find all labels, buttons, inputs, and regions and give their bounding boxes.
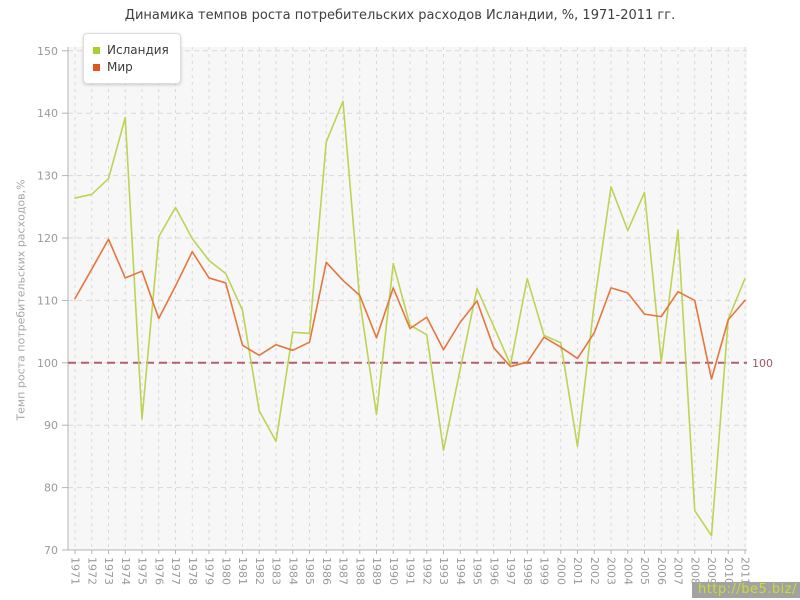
x-tick-label: 2003 xyxy=(605,557,618,585)
watermark-link[interactable]: http://be5.biz/ xyxy=(691,582,800,598)
legend-label-1: Мир xyxy=(107,60,133,74)
x-tick-label: 2001 xyxy=(571,557,584,585)
x-tick-label: 1998 xyxy=(521,557,534,585)
x-tick-label: 1994 xyxy=(454,557,467,585)
y-tick-label: 130 xyxy=(37,170,58,183)
x-tick-label: 1974 xyxy=(119,557,132,585)
x-tick-label: 1986 xyxy=(320,557,333,585)
series-line-1 xyxy=(74,238,746,380)
x-tick-label: 1991 xyxy=(404,557,417,585)
plot-background xyxy=(68,47,747,550)
x-tick-label: 1988 xyxy=(353,557,366,585)
x-tick-label: 2004 xyxy=(621,557,634,585)
x-tick-label: 1985 xyxy=(303,557,316,585)
x-tick-label: 2005 xyxy=(638,557,651,585)
y-axis-ticks: 70 80 90 100 110 120 130 140 150 xyxy=(37,45,68,557)
x-tick-label: 2007 xyxy=(672,557,685,585)
y-tick-label: 70 xyxy=(44,544,58,557)
x-tick-label: 1997 xyxy=(504,557,517,585)
x-tick-label: 1989 xyxy=(370,557,383,585)
chart-title: Динамика темпов роста потребительских ра… xyxy=(124,8,676,23)
x-tick-label: 2010 xyxy=(722,557,735,585)
legend-item-0: Исландия xyxy=(93,43,169,57)
series-line-0 xyxy=(74,100,746,537)
x-tick-label: 2000 xyxy=(554,557,567,585)
x-tick-label: 2002 xyxy=(588,557,601,585)
x-tick-label: 1993 xyxy=(437,557,450,585)
x-tick-label: 1990 xyxy=(387,557,400,585)
x-tick-label: 1978 xyxy=(186,557,199,585)
x-tick-label: 1987 xyxy=(337,557,350,585)
x-tick-label: 1980 xyxy=(219,557,232,585)
x-tick-label: 1972 xyxy=(85,557,98,585)
x-tick-label: 1996 xyxy=(487,557,500,585)
x-tick-label: 1971 xyxy=(69,557,82,585)
x-tick-label: 1979 xyxy=(203,557,216,585)
x-tick-label: 1999 xyxy=(538,557,551,585)
x-tick-label: 1973 xyxy=(102,557,115,585)
x-tick-label: 2011 xyxy=(739,557,752,585)
y-tick-label: 80 xyxy=(44,482,58,495)
x-tick-label: 1982 xyxy=(253,557,266,585)
x-tick-label: 1975 xyxy=(136,557,149,585)
x-axis-ticks: 1971 1972 1973 1974 1975 1976 1977 1978 1979 1980… xyxy=(69,550,752,585)
reference-line-label: 100 xyxy=(752,357,773,370)
x-tick-label: 1977 xyxy=(169,557,182,585)
legend: Исландия Мир xyxy=(83,33,181,84)
x-tick-label: 1995 xyxy=(471,557,484,585)
x-tick-label: 1976 xyxy=(152,557,165,585)
x-tick-label: 2006 xyxy=(655,557,668,585)
x-tick-label: 1981 xyxy=(236,557,249,585)
y-tick-label: 120 xyxy=(37,232,58,245)
y-tick-label: 90 xyxy=(44,419,58,432)
y-tick-label: 100 xyxy=(37,357,58,370)
legend-marker-icon-1 xyxy=(93,63,100,71)
y-tick-label: 110 xyxy=(37,294,58,307)
x-tick-label: 1983 xyxy=(270,557,283,585)
y-tick-label: 150 xyxy=(37,45,58,58)
legend-marker-icon-0 xyxy=(93,46,100,54)
x-tick-label: 2009 xyxy=(705,557,718,585)
y-tick-label: 140 xyxy=(37,107,58,120)
legend-item-1: Мир xyxy=(93,60,169,74)
legend-label-0: Исландия xyxy=(107,43,169,57)
x-tick-label: 2008 xyxy=(688,557,701,585)
x-tick-label: 1984 xyxy=(286,557,299,585)
x-tick-label: 1992 xyxy=(420,557,433,585)
